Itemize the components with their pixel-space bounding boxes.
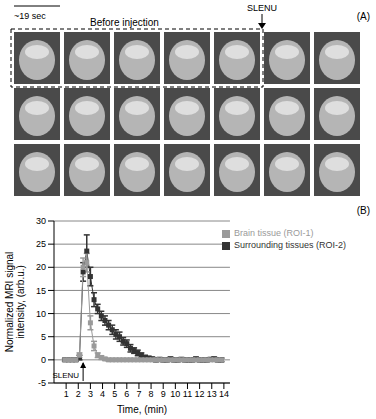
svg-text:11: 11: [183, 389, 192, 399]
svg-text:0: 0: [41, 355, 46, 365]
svg-text:7: 7: [136, 389, 141, 399]
svg-text:4: 4: [100, 389, 105, 399]
svg-text:SLENU: SLENU: [247, 3, 277, 13]
html-text:(B): (B): [356, 205, 370, 216]
svg-text:-5: -5: [38, 378, 46, 388]
svg-text:13: 13: [207, 389, 217, 399]
svg-text:5: 5: [41, 332, 46, 342]
svg-text:14: 14: [219, 389, 229, 399]
html-text:Brain tissue (ROI-1): Brain tissue (ROI-1): [234, 228, 314, 238]
svg-text:~19 sec: ~19 sec: [14, 11, 46, 21]
svg-text:Normalized MRI signalintensity: Normalized MRI signalintensity, (arb.u.): [4, 252, 26, 353]
svg-text:8: 8: [149, 389, 154, 399]
svg-text:1: 1: [64, 389, 69, 399]
svg-text:12: 12: [195, 389, 205, 399]
svg-text:9: 9: [161, 389, 166, 399]
html-text:Surrounding tissues (ROI-2): Surrounding tissues (ROI-2): [234, 240, 346, 250]
svg-text:(A): (A): [357, 11, 370, 22]
svg-text:10: 10: [36, 309, 46, 319]
svg-text:2: 2: [76, 389, 81, 399]
svg-text:15: 15: [36, 286, 46, 296]
svg-text:6: 6: [124, 389, 129, 399]
svg-text:25: 25: [36, 239, 46, 249]
svg-text:30: 30: [36, 216, 46, 226]
svg-text:Time, (min): Time, (min): [117, 404, 167, 415]
svg-text:SLENU: SLENU: [52, 371, 79, 380]
svg-text:10: 10: [170, 389, 180, 399]
svg-text:5: 5: [112, 389, 117, 399]
svg-text:Before injection: Before injection: [90, 17, 159, 28]
svg-text:20: 20: [36, 262, 46, 272]
svg-text:3: 3: [88, 389, 93, 399]
